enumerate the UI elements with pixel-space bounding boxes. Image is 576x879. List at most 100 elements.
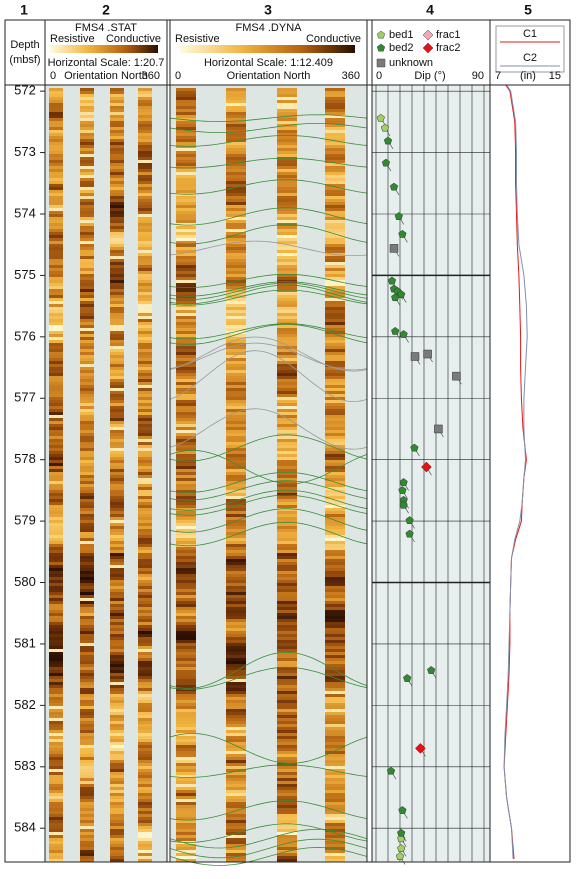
image-texture <box>80 112 94 115</box>
image-texture <box>325 493 345 496</box>
image-texture <box>110 853 124 856</box>
image-texture <box>176 109 196 112</box>
image-texture <box>49 157 63 160</box>
image-texture <box>226 613 246 616</box>
image-texture <box>49 91 63 94</box>
image-texture <box>138 826 152 829</box>
dip-sinusoid <box>169 800 368 821</box>
image-texture <box>226 490 246 493</box>
image-texture <box>80 142 94 145</box>
image-texture <box>176 142 196 145</box>
image-texture <box>325 526 345 529</box>
image-texture <box>277 853 297 856</box>
image-texture <box>138 631 152 634</box>
image-texture <box>110 541 124 544</box>
image-texture <box>325 106 345 109</box>
image-texture <box>49 511 63 514</box>
image-texture <box>49 268 63 271</box>
image-texture <box>110 523 124 526</box>
image-texture <box>138 169 152 172</box>
image-texture <box>176 550 196 553</box>
image-texture <box>49 397 63 400</box>
y-tick-label: 572 <box>14 83 36 98</box>
image-texture <box>325 379 345 382</box>
image-texture <box>277 313 297 316</box>
image-texture <box>277 460 297 463</box>
image-texture <box>138 514 152 517</box>
image-texture <box>49 850 63 853</box>
dip-point <box>376 113 385 122</box>
image-texture <box>49 820 63 823</box>
image-texture <box>110 430 124 433</box>
dip-point <box>383 136 393 145</box>
frame <box>4 19 571 863</box>
image-texture <box>110 169 124 172</box>
image-texture <box>176 334 196 337</box>
image-texture <box>277 553 297 556</box>
image-texture <box>138 250 152 253</box>
image-texture <box>138 766 152 769</box>
image-texture <box>176 379 196 382</box>
image-texture <box>49 478 63 481</box>
image-texture <box>80 103 94 106</box>
image-texture <box>138 391 152 394</box>
image-texture <box>138 376 152 379</box>
image-texture <box>277 424 297 427</box>
image-texture <box>226 523 246 526</box>
image-texture <box>49 241 63 244</box>
image-texture <box>176 88 196 91</box>
image-texture <box>226 625 246 628</box>
image-texture <box>49 262 63 265</box>
image-texture <box>325 826 345 829</box>
image-texture <box>277 343 297 346</box>
image-texture <box>80 703 94 706</box>
image-texture <box>277 685 297 688</box>
image-texture <box>49 835 63 838</box>
image-texture <box>176 202 196 205</box>
image-texture <box>138 148 152 151</box>
image-texture <box>138 430 152 433</box>
image-texture <box>110 742 124 745</box>
image-texture <box>325 619 345 622</box>
image-texture <box>110 331 124 334</box>
image-texture <box>325 778 345 781</box>
image-texture <box>325 661 345 664</box>
image-texture <box>110 424 124 427</box>
image-texture <box>80 136 94 139</box>
image-texture <box>325 265 345 268</box>
image-texture <box>138 94 152 97</box>
image-texture <box>176 844 196 847</box>
image-texture <box>138 226 152 229</box>
image-texture <box>80 583 94 586</box>
image-texture <box>226 712 246 715</box>
image-texture <box>226 337 246 340</box>
image-texture <box>325 580 345 583</box>
image-texture <box>49 793 63 796</box>
image-texture <box>110 661 124 664</box>
image-texture <box>277 340 297 343</box>
image-texture <box>277 694 297 697</box>
image-texture <box>226 700 246 703</box>
image-texture <box>226 460 246 463</box>
image-texture <box>49 361 63 364</box>
image-texture <box>176 820 196 823</box>
image-texture <box>176 106 196 109</box>
image-texture <box>80 580 94 583</box>
image-texture <box>80 535 94 538</box>
image-texture <box>80 757 94 760</box>
image-texture <box>49 583 63 586</box>
image-texture <box>226 748 246 751</box>
image-texture <box>325 511 345 514</box>
image-texture <box>49 439 63 442</box>
image-texture <box>49 193 63 196</box>
image-texture <box>49 826 63 829</box>
image-texture <box>277 784 297 787</box>
image-texture <box>80 724 94 727</box>
image-texture <box>110 736 124 739</box>
image-texture <box>176 220 196 223</box>
image-texture <box>176 463 196 466</box>
image-texture <box>325 91 345 94</box>
image-texture <box>80 478 94 481</box>
image-texture <box>226 121 246 124</box>
image-texture <box>49 457 63 460</box>
